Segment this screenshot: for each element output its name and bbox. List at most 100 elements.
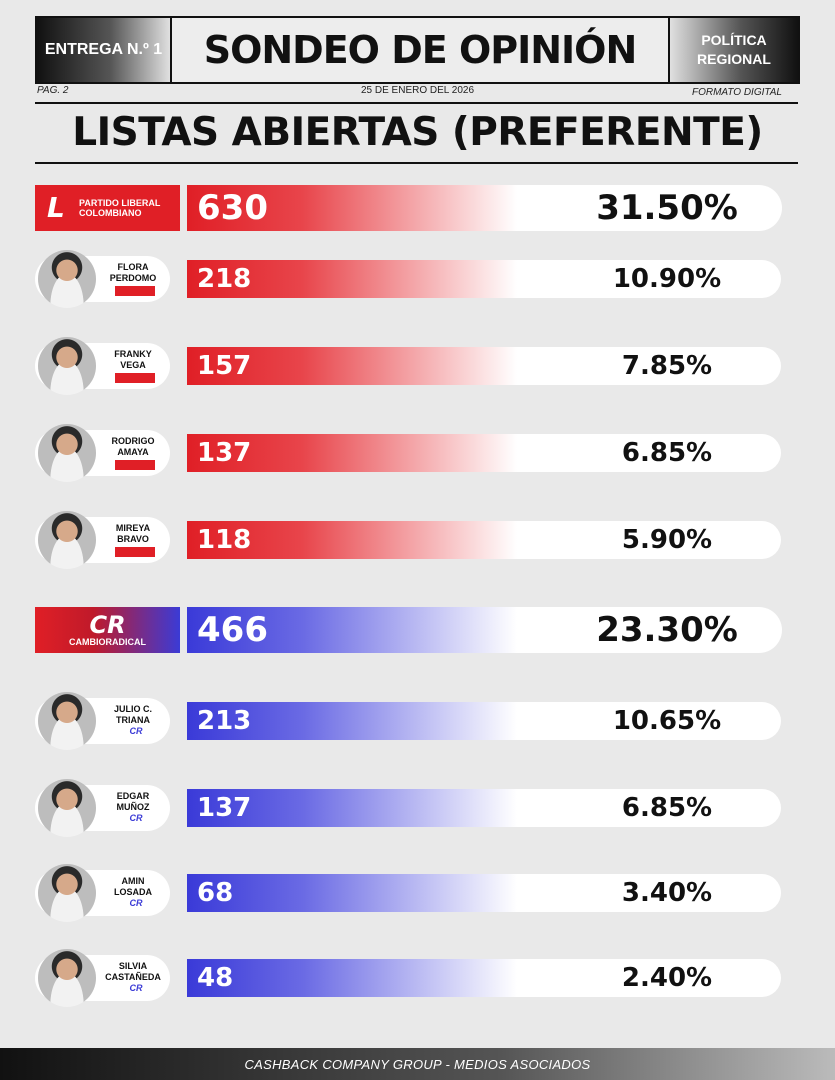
vote-count-label: 137	[197, 793, 252, 823]
cambio-mini-logo: CR	[129, 726, 143, 736]
avatar	[38, 511, 96, 569]
candidate-first-name: RODRIGO	[111, 436, 155, 446]
candidate-card: SILVIA CASTAÑEDA CR	[35, 949, 170, 1007]
liberal-mini-logo	[115, 373, 155, 383]
vote-count-label: 68	[197, 878, 234, 908]
candidate-first-name: EDGAR	[116, 791, 150, 801]
bar-fill	[187, 347, 517, 385]
candidate-name: FLORA PERDOMO	[97, 262, 169, 284]
bar-fill	[187, 607, 517, 653]
percentage-label: 31.50%	[596, 188, 738, 228]
vote-count-label: 213	[197, 706, 252, 736]
percentage-label: 23.30%	[596, 610, 738, 650]
candidate-card: AMIN LOSADA CR	[35, 864, 170, 922]
section-label: POLÍTICA REGIONAL	[668, 18, 798, 82]
bar: 218 10.90%	[187, 260, 781, 298]
candidate-first-name: AMIN	[121, 876, 145, 886]
vote-count-label: 218	[197, 264, 252, 294]
subheader: PAG. 2 25 DE ENERO DEL 2026 FORMATO DIGI…	[35, 84, 800, 102]
header-banner: ENTREGA N.º 1 SONDEO DE OPINIÓN POLÍTICA…	[35, 16, 800, 84]
page-title: SONDEO DE OPINIÓN	[203, 28, 638, 72]
cambio-mini-logo: CR	[129, 813, 143, 823]
percentage-label: 7.85%	[621, 351, 713, 381]
divider	[35, 162, 798, 164]
candidate-name: EDGAR MUÑOZ	[97, 791, 169, 813]
percentage-label: 6.85%	[621, 793, 713, 823]
avatar	[38, 250, 96, 308]
candidate-first-name: MIREYA	[115, 523, 151, 533]
candidate-name: SILVIA CASTAÑEDA	[97, 961, 169, 983]
bar: 118 5.90%	[187, 521, 781, 559]
bar: 48 2.40%	[187, 959, 781, 997]
liberal-mini-logo	[115, 460, 155, 470]
bar: 157 7.85%	[187, 347, 781, 385]
footer: CASHBACK COMPANY GROUP - MEDIOS ASOCIADO…	[0, 1048, 835, 1080]
bar-fill	[187, 959, 517, 997]
bar: 68 3.40%	[187, 874, 781, 912]
publish-date: 25 DE ENERO DEL 2026	[360, 85, 475, 96]
bar: 466 23.30%	[187, 607, 782, 653]
candidate-first-name: FRANKY	[114, 349, 152, 359]
bar-fill	[187, 185, 517, 231]
liberal-logo-mark: L	[47, 191, 65, 224]
bar-fill	[187, 521, 517, 559]
candidate-last-name: CASTAÑEDA	[105, 972, 161, 982]
candidate-card: EDGAR MUÑOZ CR	[35, 779, 170, 837]
section-label-line2: REGIONAL	[697, 51, 771, 67]
cambio-mini-logo: CR	[129, 983, 143, 993]
cambio-logo-name: CAMBIORADICAL	[69, 637, 146, 647]
liberal-mini-logo	[115, 286, 155, 296]
candidate-first-name: JULIO C.	[113, 704, 152, 714]
issue-label: ENTREGA N.º 1	[37, 18, 172, 82]
candidate-name: JULIO C. TRIANA	[97, 704, 169, 726]
cambio-logo-mark: CR	[89, 611, 126, 639]
avatar	[38, 779, 96, 837]
vote-count-label: 48	[197, 963, 234, 993]
candidate-last-name: VEGA	[120, 360, 146, 370]
candidate-last-name: LOSADA	[114, 887, 152, 897]
bar: 137 6.85%	[187, 789, 781, 827]
vote-count-label: 157	[197, 351, 252, 381]
format-label: FORMATO DIGITAL	[691, 87, 782, 98]
bar: 137 6.85%	[187, 434, 781, 472]
avatar	[38, 949, 96, 1007]
page-number: PAG. 2	[37, 85, 69, 96]
candidate-last-name: MUÑOZ	[116, 802, 150, 812]
percentage-label: 6.85%	[621, 438, 713, 468]
percentage-label: 2.40%	[621, 963, 713, 993]
divider	[35, 102, 798, 104]
liberal-logo-line2: COLOMBIANO	[79, 208, 142, 218]
bar-fill	[187, 789, 517, 827]
bar-fill	[187, 434, 517, 472]
candidate-card: JULIO C. TRIANA CR	[35, 692, 170, 750]
bar-fill	[187, 874, 517, 912]
bar-fill	[187, 260, 517, 298]
percentage-label: 10.65%	[612, 706, 722, 736]
avatar	[38, 337, 96, 395]
avatar	[38, 424, 96, 482]
bar: 630 31.50%	[187, 185, 782, 231]
percentage-label: 10.90%	[612, 264, 722, 294]
candidate-last-name: BRAVO	[117, 534, 149, 544]
vote-count-label: 466	[197, 610, 268, 650]
candidate-last-name: TRIANA	[116, 715, 150, 725]
percentage-label: 3.40%	[621, 878, 713, 908]
candidate-first-name: SILVIA	[118, 961, 148, 971]
candidate-name: FRANKY VEGA	[97, 349, 169, 371]
candidate-name: RODRIGO AMAYA	[97, 436, 169, 458]
bar: 213 10.65%	[187, 702, 781, 740]
candidate-card: MIREYA BRAVO	[35, 511, 170, 569]
cambio-radical-logo: CR CAMBIORADICAL	[35, 607, 180, 653]
vote-count-label: 630	[197, 188, 268, 228]
candidate-card: FLORA PERDOMO	[35, 250, 170, 308]
candidate-first-name: FLORA	[117, 262, 149, 272]
cambio-mini-logo: CR	[129, 898, 143, 908]
candidate-name: AMIN LOSADA	[97, 876, 169, 898]
candidate-card: RODRIGO AMAYA	[35, 424, 170, 482]
liberal-logo-line1: PARTIDO LIBERAL	[79, 198, 161, 208]
section-label-line1: POLÍTICA	[701, 32, 767, 48]
vote-count-label: 137	[197, 438, 252, 468]
candidate-last-name: PERDOMO	[109, 273, 157, 283]
avatar	[38, 692, 96, 750]
vote-count-label: 118	[197, 525, 252, 555]
